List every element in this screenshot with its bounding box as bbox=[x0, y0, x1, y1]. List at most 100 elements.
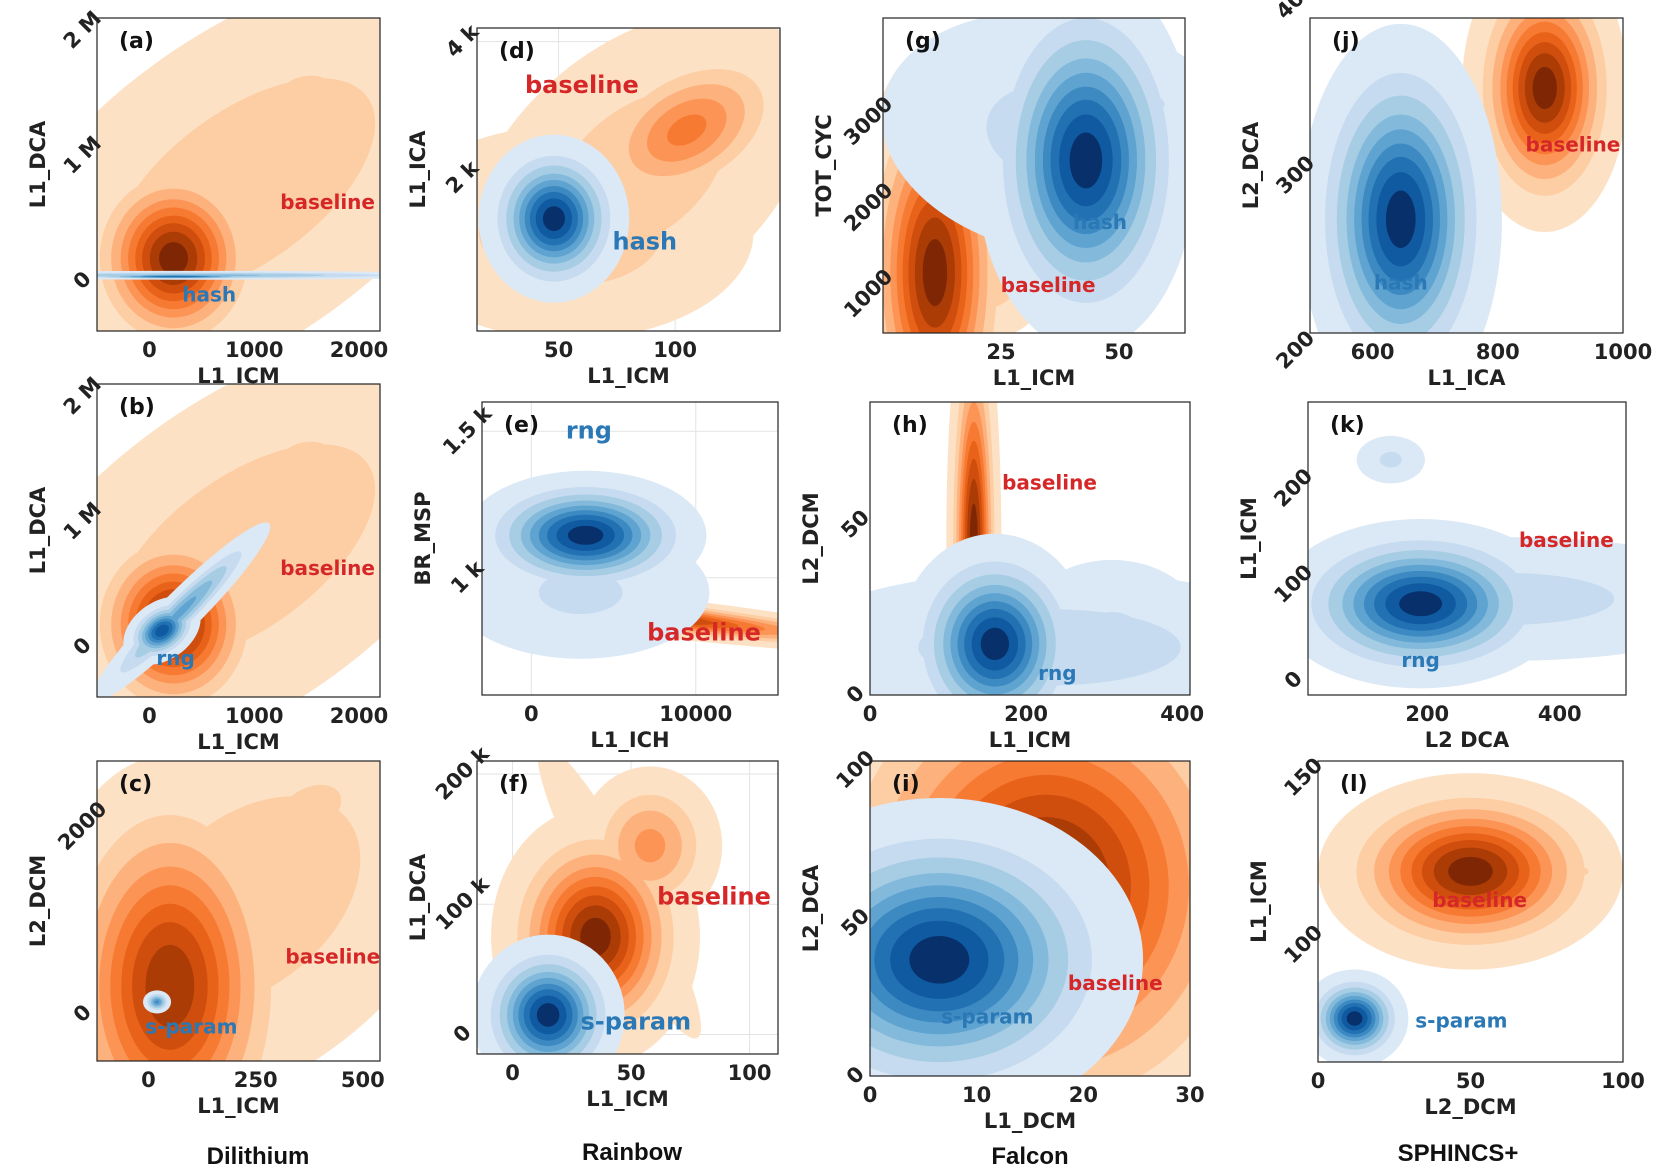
annotation-hash: hash bbox=[182, 282, 236, 306]
plot-frame bbox=[1317, 760, 1624, 1063]
contour-level bbox=[542, 206, 565, 231]
column-label-falcon: Falcon bbox=[991, 1143, 1069, 1170]
y-tick-label: 2 M bbox=[59, 6, 106, 53]
annotation-hash: hash bbox=[612, 227, 677, 255]
annotation-baseline: baseline bbox=[1432, 888, 1527, 912]
x-tick-label: 0 bbox=[142, 338, 157, 362]
x-tick-label: 200 bbox=[1004, 702, 1048, 726]
y-tick-label: 1.5 k bbox=[438, 401, 497, 460]
x-tick-label: 100 bbox=[728, 1061, 772, 1085]
x-tick-label: 250 bbox=[234, 1068, 278, 1092]
x-tick-label: 1000 bbox=[225, 704, 283, 728]
y-tick-label: 100 bbox=[1279, 920, 1327, 968]
y-tick-label: 400 bbox=[1271, 0, 1319, 24]
plot-frame bbox=[882, 17, 1186, 334]
density-rng-k bbox=[1308, 435, 1626, 689]
x-axis-label: L1_ICH bbox=[590, 728, 669, 752]
y-tick-label: 2 M bbox=[59, 372, 106, 419]
contour-level bbox=[1069, 132, 1103, 189]
x-axis-label: L2_DCM bbox=[1424, 1095, 1516, 1119]
y-tick-label: 0 bbox=[1280, 666, 1307, 693]
x-tick-label: 50 bbox=[616, 1061, 645, 1085]
annotation-rng: rng bbox=[1038, 661, 1076, 685]
x-axis-label: L1_ICM bbox=[993, 366, 1076, 390]
panel-label: (c) bbox=[119, 772, 152, 797]
panel-label: (h) bbox=[892, 413, 928, 438]
density-hash-j bbox=[1310, 23, 1502, 333]
panel-label: (j) bbox=[1332, 29, 1360, 54]
y-axis-label: L1_DCA bbox=[406, 853, 430, 941]
x-tick-label: 50 bbox=[1456, 1069, 1485, 1093]
density-hash-a bbox=[97, 270, 380, 280]
x-axis-label: L1_ICM bbox=[586, 1087, 669, 1111]
contour-level bbox=[1379, 451, 1402, 468]
y-axis-label: TOT_CYC bbox=[812, 114, 836, 216]
contour-level bbox=[1572, 866, 1589, 876]
contour-level bbox=[634, 828, 666, 863]
panel-j: baselinehash(j)6008001000200300400L1_ICA… bbox=[1239, 0, 1652, 390]
x-tick-label: 500 bbox=[341, 1068, 385, 1092]
contour-level bbox=[1532, 66, 1557, 110]
y-tick-label: 0 bbox=[449, 1020, 476, 1047]
annotation-rng: rng bbox=[156, 646, 194, 670]
y-axis-label: L1_ICM bbox=[1247, 860, 1271, 943]
y-axis-label: L2_DCM bbox=[799, 492, 823, 584]
x-tick-label: 10000 bbox=[659, 702, 732, 726]
annotation-baseline: baseline bbox=[1001, 273, 1096, 297]
x-tick-label: 50 bbox=[544, 338, 573, 362]
contour-level bbox=[667, 114, 707, 146]
plot-frame bbox=[869, 401, 1191, 696]
x-tick-label: 2000 bbox=[330, 704, 388, 728]
x-tick-label: 0 bbox=[863, 1083, 878, 1107]
density-s-param-i bbox=[870, 798, 1144, 1076]
x-tick-label: 100 bbox=[653, 338, 697, 362]
panel-label: (b) bbox=[119, 395, 155, 420]
density-hash-d bbox=[478, 134, 630, 303]
y-axis-label: L2_DCA bbox=[1239, 121, 1263, 209]
x-tick-label: 0 bbox=[863, 702, 878, 726]
y-axis-label: L1_ICM bbox=[1237, 497, 1261, 580]
annotation-rng: rng bbox=[566, 416, 612, 444]
contour-level bbox=[281, 784, 342, 831]
plot-frame bbox=[1309, 17, 1624, 334]
x-tick-label: 20 bbox=[1069, 1083, 1098, 1107]
x-tick-label: 1000 bbox=[1594, 340, 1652, 364]
x-tick-label: 800 bbox=[1476, 340, 1520, 364]
panel-label: (a) bbox=[119, 29, 154, 54]
contour-level bbox=[159, 242, 188, 275]
annotation-s-param: s-param bbox=[145, 1015, 237, 1039]
annotation-baseline: baseline bbox=[1519, 528, 1614, 552]
annotation-baseline: baseline bbox=[280, 556, 375, 580]
contour-level bbox=[272, 441, 342, 502]
panel-label: (i) bbox=[892, 772, 920, 797]
x-tick-label: 50 bbox=[1104, 340, 1133, 364]
y-axis-label: BR_MSP bbox=[411, 491, 435, 585]
x-tick-label: 100 bbox=[1601, 1069, 1645, 1093]
x-tick-label: 0 bbox=[141, 1068, 156, 1092]
y-tick-label: 200 bbox=[1269, 464, 1317, 512]
x-axis-label: L2 DCA bbox=[1425, 728, 1510, 752]
y-axis-label: L2_DCM bbox=[26, 855, 50, 947]
annotation-baseline: baseline bbox=[647, 618, 761, 646]
contour-level bbox=[1448, 856, 1493, 886]
density-hash-g bbox=[883, 18, 1185, 333]
plot-frame bbox=[476, 27, 781, 332]
panel-label: (l) bbox=[1340, 772, 1368, 797]
x-tick-label: 1000 bbox=[225, 338, 283, 362]
annotation-hash: hash bbox=[1374, 271, 1428, 295]
x-axis-label: L1_DCM bbox=[984, 1109, 1076, 1133]
plot-frame bbox=[869, 760, 1191, 1077]
annotation-baseline: baseline bbox=[1002, 470, 1097, 494]
x-tick-label: 25 bbox=[986, 340, 1015, 364]
contour-level bbox=[1148, 97, 1165, 112]
annotation-baseline: baseline bbox=[280, 190, 375, 214]
panel-label: (f) bbox=[499, 772, 529, 797]
density-rng-b bbox=[97, 522, 271, 697]
annotation-s-param: s-param bbox=[1415, 1008, 1507, 1032]
y-axis-label: L1_DCA bbox=[26, 120, 50, 208]
